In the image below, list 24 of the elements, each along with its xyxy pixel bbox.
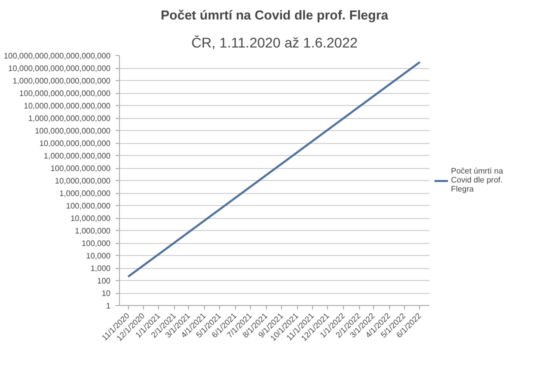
chart-title: Počet úmrtí na Covid dle prof. Flegra xyxy=(160,8,390,22)
y-tick-label: 1,000,000,000,000,000,000 xyxy=(12,76,112,86)
y-tick-label: 1,000,000 xyxy=(74,226,112,236)
y-tick-label: 1,000,000,000,000,000 xyxy=(28,114,112,123)
y-tick-label: 1,000 xyxy=(90,264,112,273)
y-tick-label: 1 xyxy=(106,302,112,310)
y-tick-label: 1,000,000,000,000 xyxy=(44,152,112,160)
y-tick-label: 10,000,000 xyxy=(70,214,112,223)
chart-subtitle: ČR, 1.11.2020 až 1.6.2022 xyxy=(191,34,358,50)
y-tick-label: 100,000,000,000,000 xyxy=(34,126,112,136)
y-tick-label: 10,000,000,000 xyxy=(54,176,112,186)
y-tick-label: 100,000,000 xyxy=(66,202,112,210)
y-tick-label: 100,000 xyxy=(82,239,112,248)
y-tick-label: 10 xyxy=(102,289,112,298)
y-tick-label: 100,000,000,000,000,000 xyxy=(19,89,112,98)
y-tick-label: 100,000,000,000 xyxy=(50,164,112,173)
y-tick-label: 10,000 xyxy=(86,252,112,260)
legend-label: Počet úmrtí na Covid dle prof. Flegra xyxy=(451,166,504,194)
y-tick-label: 100 xyxy=(97,276,112,286)
y-tick-label: 10,000,000,000,000 xyxy=(39,139,112,148)
y-tick-label: 100,000,000,000,000,000,000 xyxy=(4,52,112,60)
y-tick-label: 10,000,000,000,000,000 xyxy=(24,102,112,110)
y-tick-label: 10,000,000,000,000,000,000 xyxy=(8,64,112,73)
y-tick-label: 1,000,000,000 xyxy=(59,189,112,198)
